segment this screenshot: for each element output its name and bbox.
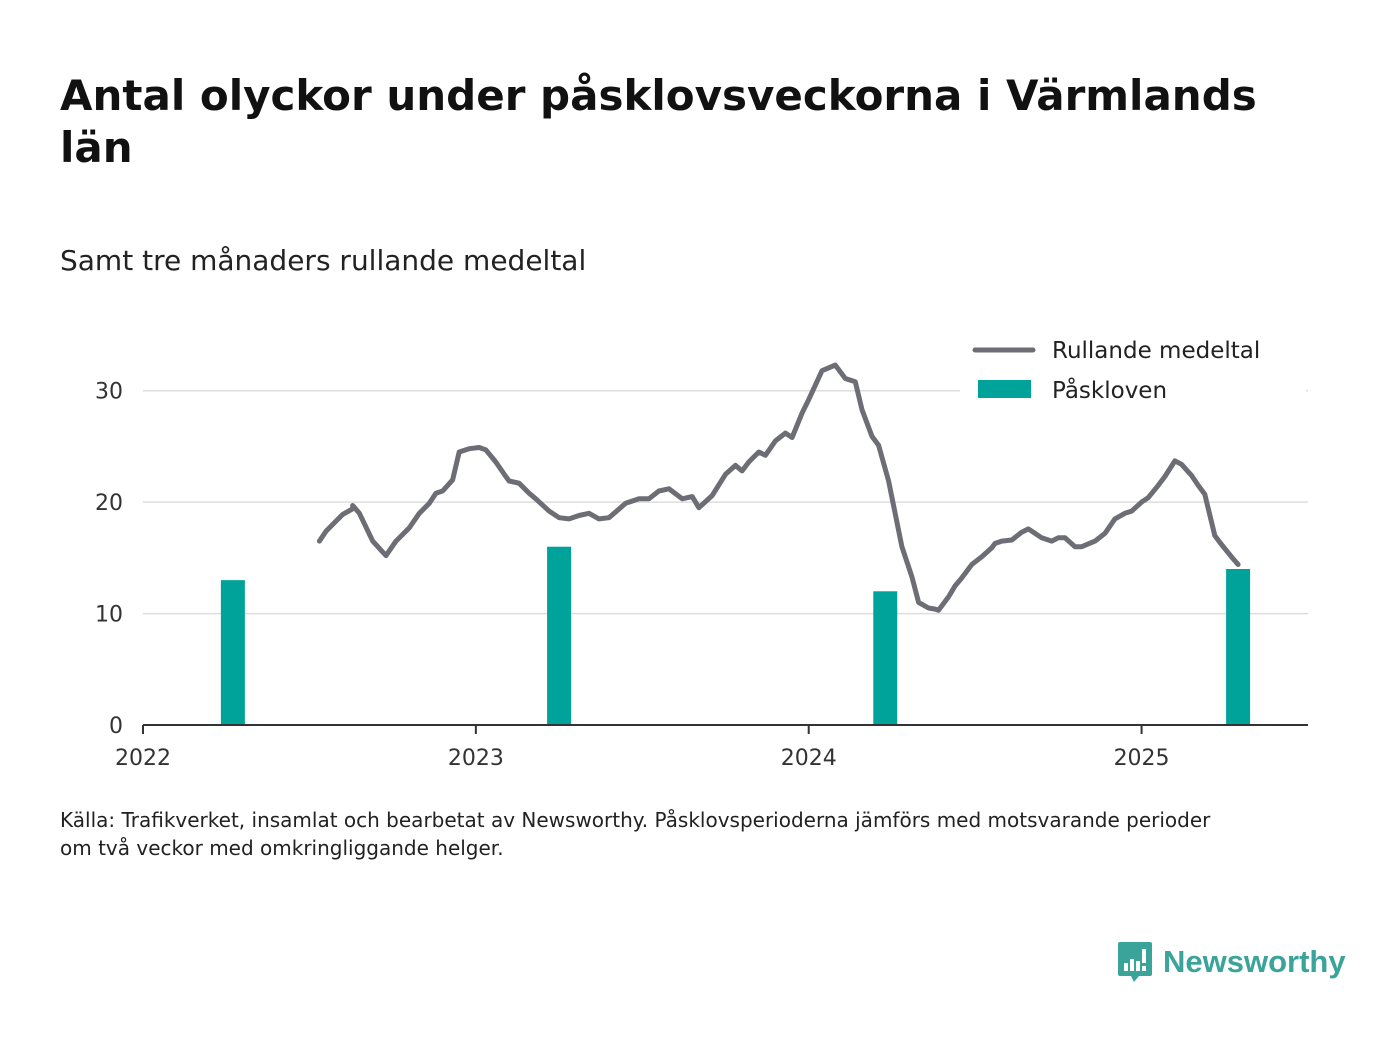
bar-1: [547, 546, 572, 725]
bar-series: [220, 546, 1251, 725]
line-series: [316, 362, 1241, 613]
source-line-2: om två veckor med omkringliggande helger…: [60, 836, 504, 860]
bar-3: [1226, 569, 1251, 725]
x-tick-label-2024: 2024: [781, 746, 837, 771]
chart-subtitle: Samt tre månaders rullande medeltal: [60, 244, 587, 277]
bar-2: [873, 591, 898, 725]
y-tick-label-0: 0: [109, 714, 123, 739]
source-note: Källa: Trafikverket, insamlat och bearbe…: [60, 806, 1280, 862]
x-tick-label-2022: 2022: [115, 746, 171, 771]
gridlines: [143, 389, 1308, 615]
chart-area: 0 10 20 30 2022 2023 2024 2025 Rullande medelta…: [95, 326, 1308, 771]
x-tick-label-2023: 2023: [448, 746, 504, 771]
brand-name: Newsworthy: [1163, 944, 1346, 979]
newsworthy-logo-icon: [1118, 942, 1152, 982]
y-tick-label-10: 10: [95, 603, 123, 628]
bar-0: [220, 580, 245, 725]
y-tick-label-30: 30: [95, 380, 123, 405]
rolling-average-line: [316, 362, 1241, 613]
y-tick-label-20: 20: [95, 491, 123, 516]
legend-label-bar: Påskloven: [1052, 376, 1167, 404]
chart-title: Antal olyckor under påsklovsveckorna i V…: [60, 71, 1257, 172]
legend: Rullande medeltal Påskloven: [960, 326, 1306, 410]
axes: 0 10 20 30 2022 2023 2024 2025: [95, 380, 1308, 771]
legend-label-line: Rullande medeltal: [1052, 338, 1260, 364]
x-tick-label-2025: 2025: [1114, 746, 1170, 771]
source-line-1: Källa: Trafikverket, insamlat och bearbe…: [60, 808, 1211, 832]
legend-bar-swatch: [978, 380, 1031, 398]
brand-logo[interactable]: Newsworthy: [1117, 938, 1346, 986]
